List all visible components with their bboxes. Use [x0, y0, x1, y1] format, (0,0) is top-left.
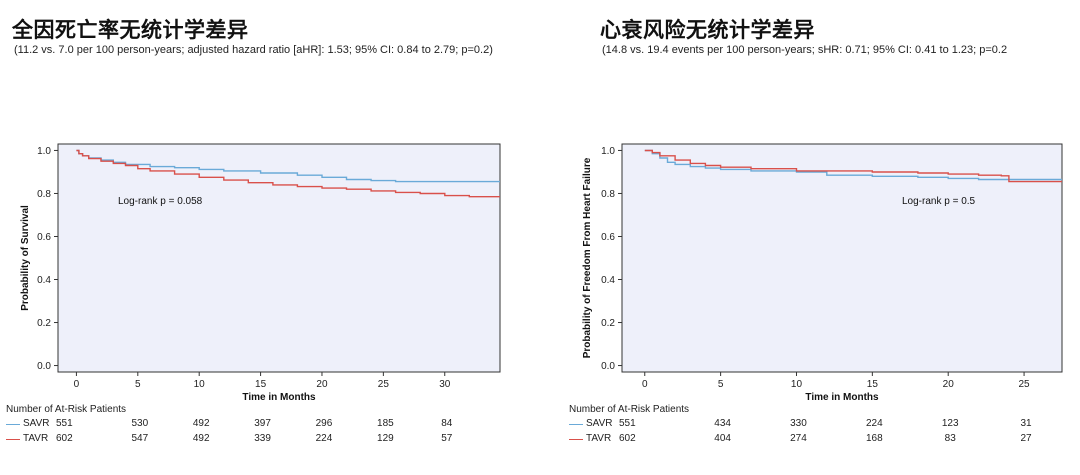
y-tick-label: 0.0 — [601, 361, 615, 372]
y-axis-label: Probability of Survival — [20, 205, 31, 311]
x-tick-label: 30 — [439, 379, 451, 390]
heart-failure-subtitle: (14.8 vs. 19.4 events per 100 person-yea… — [602, 44, 1008, 56]
x-tick-label: 10 — [791, 379, 803, 390]
y-tick-label: 0.2 — [601, 318, 615, 329]
risk-row-savr: SAVR 551 530 492 397 296 185 84 — [0, 418, 540, 431]
tavr-survival-line — [644, 149, 1062, 183]
x-tick-label: 25 — [378, 379, 390, 390]
x-tick-label: 10 — [194, 379, 206, 390]
y-tick-label: 1.0 — [601, 146, 615, 157]
y-tick-label: 0.2 — [37, 318, 51, 329]
x-tick-label: 0 — [74, 379, 80, 390]
plot-area — [621, 143, 1063, 373]
log-rank-annotation: Log-rank p = 0.5 — [902, 196, 976, 207]
x-tick-label: 15 — [867, 379, 879, 390]
x-axis-label: Time in Months — [805, 392, 879, 400]
risk-value: 84 — [441, 418, 453, 429]
risk-row-label: TAVR — [23, 433, 49, 444]
risk-value: 602 — [619, 433, 636, 444]
risk-value: 339 — [254, 433, 271, 444]
risk-value: 547 — [131, 433, 149, 444]
risk-value: 31 — [1020, 418, 1032, 429]
risk-value: 404 — [714, 433, 731, 444]
risk-row-label: SAVR — [586, 418, 613, 429]
risk-value: 530 — [131, 418, 149, 429]
risk-legend-line — [569, 439, 583, 440]
y-tick-label: 0.4 — [601, 275, 615, 286]
risk-value: 492 — [192, 418, 210, 429]
risk-value: 57 — [441, 433, 453, 444]
risk-value: 224 — [315, 433, 333, 444]
log-rank-annotation: Log-rank p = 0.058 — [118, 196, 203, 207]
risk-value: 551 — [619, 418, 636, 429]
risk-table-title: Number of At-Risk Patients — [6, 404, 127, 415]
x-tick-label: 5 — [135, 379, 141, 390]
x-tick-label: 20 — [943, 379, 955, 390]
x-tick-label: 5 — [718, 379, 724, 390]
x-tick-label: 20 — [316, 379, 328, 390]
risk-row-tavr: TAVR 602 404 274 168 83 27 — [540, 433, 1080, 446]
survival-title: 全因死亡率无统计学差异 — [12, 18, 249, 42]
x-axis-label: Time in Months — [242, 392, 316, 400]
risk-value: 492 — [192, 433, 210, 444]
y-tick-label: 0.4 — [37, 275, 51, 286]
x-tick-label: 15 — [255, 379, 267, 390]
risk-value: 551 — [56, 418, 73, 429]
risk-row-tavr: TAVR 602 547 492 339 224 129 57 — [0, 433, 540, 446]
survival-panel: 全因死亡率无统计学差异 (11.2 vs. 7.0 per 100 person… — [0, 18, 540, 446]
risk-value: 397 — [254, 418, 271, 429]
risk-row-label: TAVR — [586, 433, 612, 444]
risk-value: 602 — [56, 433, 73, 444]
tavr-survival-line — [76, 149, 500, 198]
heart-failure-panel: 心衰风险无统计学差异 (14.8 vs. 19.4 events per 100… — [540, 0, 1080, 475]
y-tick-label: 0.8 — [601, 189, 615, 200]
risk-table-title: Number of At-Risk Patients — [569, 404, 690, 415]
y-tick-label: 0.6 — [601, 232, 615, 243]
risk-value: 185 — [377, 418, 394, 429]
y-tick-label: 0.0 — [37, 361, 51, 372]
risk-value: 123 — [941, 418, 959, 429]
heart-failure-chart: 0.0 0.2 0.4 0.6 0.8 1.0 0 5 10 15 20 25 Time in Mont… — [582, 143, 1063, 400]
risk-value: 274 — [790, 433, 807, 444]
y-axis-label: Probability of Freedom From Heart Failur… — [582, 157, 593, 358]
survival-subtitle: (11.2 vs. 7.0 per 100 person-years; adju… — [14, 44, 493, 56]
x-tick-label: 25 — [1019, 379, 1031, 390]
risk-legend-line — [569, 424, 583, 425]
risk-value: 330 — [790, 418, 807, 429]
risk-value: 434 — [714, 418, 731, 429]
y-tick-label: 0.6 — [37, 232, 51, 243]
survival-chart: 0.0 0.2 0.4 0.6 0.8 1.0 0 5 10 15 20 25 30 Time in Mo… — [20, 143, 501, 400]
risk-row-label: SAVR — [23, 418, 50, 429]
risk-row-savr: SAVR 551 434 330 224 123 31 — [540, 418, 1080, 431]
risk-value: 129 — [377, 433, 394, 444]
y-tick-label: 0.8 — [37, 189, 51, 200]
y-tick-label: 1.0 — [37, 146, 51, 157]
risk-value: 224 — [866, 418, 883, 429]
risk-legend-line — [6, 424, 20, 425]
risk-value: 168 — [866, 433, 883, 444]
risk-value: 83 — [944, 433, 956, 444]
risk-legend-line — [6, 439, 20, 440]
heart-failure-title: 心衰风险无统计学差异 — [600, 18, 815, 42]
risk-value: 27 — [1020, 433, 1032, 444]
x-tick-label: 0 — [642, 379, 648, 390]
risk-value: 296 — [315, 418, 333, 429]
plot-area — [57, 143, 501, 373]
